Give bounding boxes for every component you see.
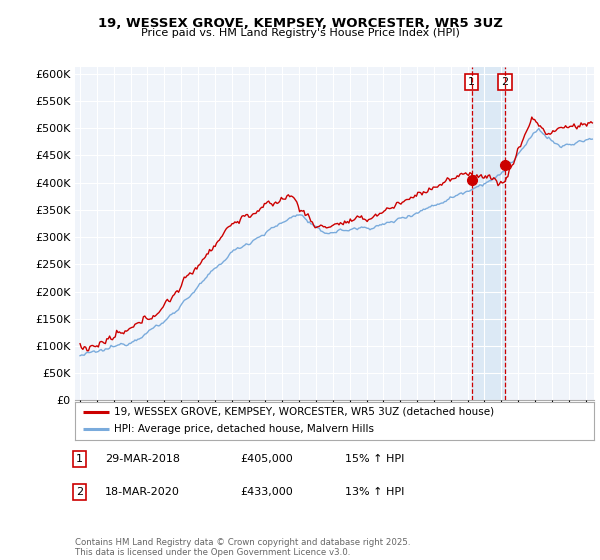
Text: 15% ↑ HPI: 15% ↑ HPI — [345, 454, 404, 464]
Text: HPI: Average price, detached house, Malvern Hills: HPI: Average price, detached house, Malv… — [114, 424, 374, 435]
Text: 19, WESSEX GROVE, KEMPSEY, WORCESTER, WR5 3UZ: 19, WESSEX GROVE, KEMPSEY, WORCESTER, WR… — [98, 17, 502, 30]
Text: 29-MAR-2018: 29-MAR-2018 — [105, 454, 180, 464]
Text: 1: 1 — [76, 454, 83, 464]
Text: £433,000: £433,000 — [240, 487, 293, 497]
Bar — [472, 67, 505, 400]
Text: 19, WESSEX GROVE, KEMPSEY, WORCESTER, WR5 3UZ (detached house): 19, WESSEX GROVE, KEMPSEY, WORCESTER, WR… — [114, 407, 494, 417]
Text: 2: 2 — [501, 77, 508, 87]
Text: Contains HM Land Registry data © Crown copyright and database right 2025.
This d: Contains HM Land Registry data © Crown c… — [75, 538, 410, 557]
Text: £405,000: £405,000 — [240, 454, 293, 464]
Text: 2: 2 — [76, 487, 83, 497]
Text: Price paid vs. HM Land Registry's House Price Index (HPI): Price paid vs. HM Land Registry's House … — [140, 28, 460, 38]
Text: 18-MAR-2020: 18-MAR-2020 — [105, 487, 180, 497]
Text: 1: 1 — [468, 77, 475, 87]
Text: 13% ↑ HPI: 13% ↑ HPI — [345, 487, 404, 497]
